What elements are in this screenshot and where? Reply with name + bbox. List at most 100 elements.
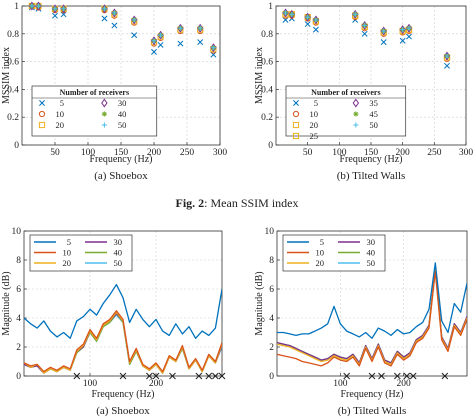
data-point [406, 33, 412, 40]
legend-label-10: 10 [310, 109, 319, 119]
legend-label-5: 5 [60, 98, 64, 108]
data-point [312, 26, 319, 33]
data-point [151, 48, 157, 55]
legend-marker-50 [353, 122, 359, 128]
series-line-5 [277, 262, 467, 339]
x-axis-label: Frequency (Hz) [339, 154, 402, 165]
x-axis-label: Frequency (Hz) [89, 154, 152, 165]
series-line-5 [24, 283, 222, 339]
x-tick-label: 50 [303, 148, 313, 158]
legend-marker-40 [101, 111, 107, 117]
data-point [380, 39, 387, 46]
legend-label-10: 10 [316, 248, 325, 258]
x-tick-label: 200 [149, 379, 164, 389]
chart-panel-1: 50 100 150 200 250 300 0 0.2 0.4 0.6 0.8 1 Frequency… [1, 1, 227, 182]
series-line-50 [277, 268, 467, 364]
x-tick-label: 100 [332, 148, 347, 158]
y-tick-label: 0.8 [261, 30, 273, 40]
series-20 [28, 2, 217, 53]
legend-box [31, 85, 158, 137]
y-tick-label: 1 [14, 2, 19, 12]
series-line-10 [277, 270, 467, 367]
legend-label-20: 20 [310, 120, 319, 130]
data-point [444, 53, 450, 59]
y-tick-label: 2 [269, 343, 274, 353]
series-50 [282, 10, 450, 59]
data-point [381, 28, 387, 34]
y-axis-label: Magnitude (dB) [1, 271, 12, 335]
axis-x-marker [441, 372, 449, 380]
series-line-10 [24, 310, 222, 373]
data-point [406, 25, 412, 31]
y-tick-label: 6 [269, 285, 274, 295]
y-tick-label: 2 [16, 343, 21, 353]
x-tick-label: 250 [180, 148, 195, 158]
y-tick-label: 0 [16, 372, 21, 382]
data-point [131, 32, 138, 39]
data-point [52, 6, 58, 12]
axis-x-marker [368, 372, 376, 380]
series-line-30 [277, 268, 467, 364]
legend-label-5: 5 [320, 237, 324, 247]
legend-marker-45 [353, 111, 359, 117]
x-tick-label: 300 [459, 148, 474, 158]
panel-caption: (b) Tilted Walls [338, 405, 407, 417]
legend-label-50: 50 [367, 258, 376, 268]
data-point [400, 27, 406, 33]
x-tick-label: 150 [364, 148, 379, 158]
legend-title: Number of receivers [311, 88, 380, 97]
legend-label-50: 50 [114, 258, 123, 268]
data-point [177, 40, 184, 47]
axis-x-marker [343, 372, 351, 380]
legend-label-20: 20 [63, 258, 72, 268]
axis-x-marker [119, 372, 127, 380]
legend-label-20: 20 [56, 120, 65, 130]
legend-label-35: 35 [369, 98, 378, 108]
x-axis-label: Frequency (Hz) [91, 389, 154, 400]
axis-x-marker [152, 372, 160, 380]
x-axis-label: Frequency (Hz) [340, 389, 403, 400]
legend-label-10: 10 [63, 248, 72, 258]
axis-x-marker [212, 372, 219, 380]
x-tick-label: 100 [81, 148, 96, 158]
series-line-20 [277, 269, 467, 366]
panel-caption: (a) Shoebox [94, 170, 148, 182]
legend-label-10: 10 [56, 109, 65, 119]
series-line-40 [277, 268, 467, 364]
axis-x-marker [169, 372, 176, 380]
y-tick-label: 10 [265, 227, 275, 237]
data-point [131, 17, 137, 23]
series-30 [28, 1, 217, 53]
data-point [60, 6, 67, 12]
legend-marker-35 [352, 98, 360, 108]
x-tick-label: 200 [147, 148, 162, 158]
data-point [197, 39, 204, 46]
y-tick-label: 0 [14, 141, 19, 151]
data-point [177, 25, 183, 31]
x-tick-label: 250 [427, 148, 442, 158]
data-point [289, 11, 295, 17]
y-tick-label: 0 [269, 372, 274, 382]
y-axis-label: MSSIM index [254, 47, 265, 104]
y-axis-label: Magnitude (dB) [254, 271, 265, 335]
figure-caption: Fig. 2: Mean SSIM index [175, 196, 298, 210]
y-tick-label: 0.2 [261, 113, 273, 123]
axis-x-marker [409, 372, 417, 380]
y-tick-label: 8 [269, 256, 274, 266]
y-tick-label: 0.6 [261, 58, 273, 68]
x-tick-label: 200 [396, 148, 411, 158]
y-axis-label: MSSIM index [1, 47, 12, 104]
chart-panel-4: 100 200 0 2 4 6 8 10 Frequency (Hz) Magnitude (dB… [254, 227, 468, 417]
data-point [101, 6, 108, 12]
data-point [352, 11, 358, 17]
figure-caption-label: Fig. 2 [175, 196, 204, 210]
legend-label-5: 5 [314, 98, 318, 108]
series-50 [29, 3, 216, 51]
legend-label-50: 50 [369, 120, 378, 130]
y-tick-label: 4 [16, 314, 21, 324]
data-point [29, 3, 35, 9]
axis-x-marker [218, 372, 226, 380]
legend-label-45: 45 [369, 109, 378, 119]
